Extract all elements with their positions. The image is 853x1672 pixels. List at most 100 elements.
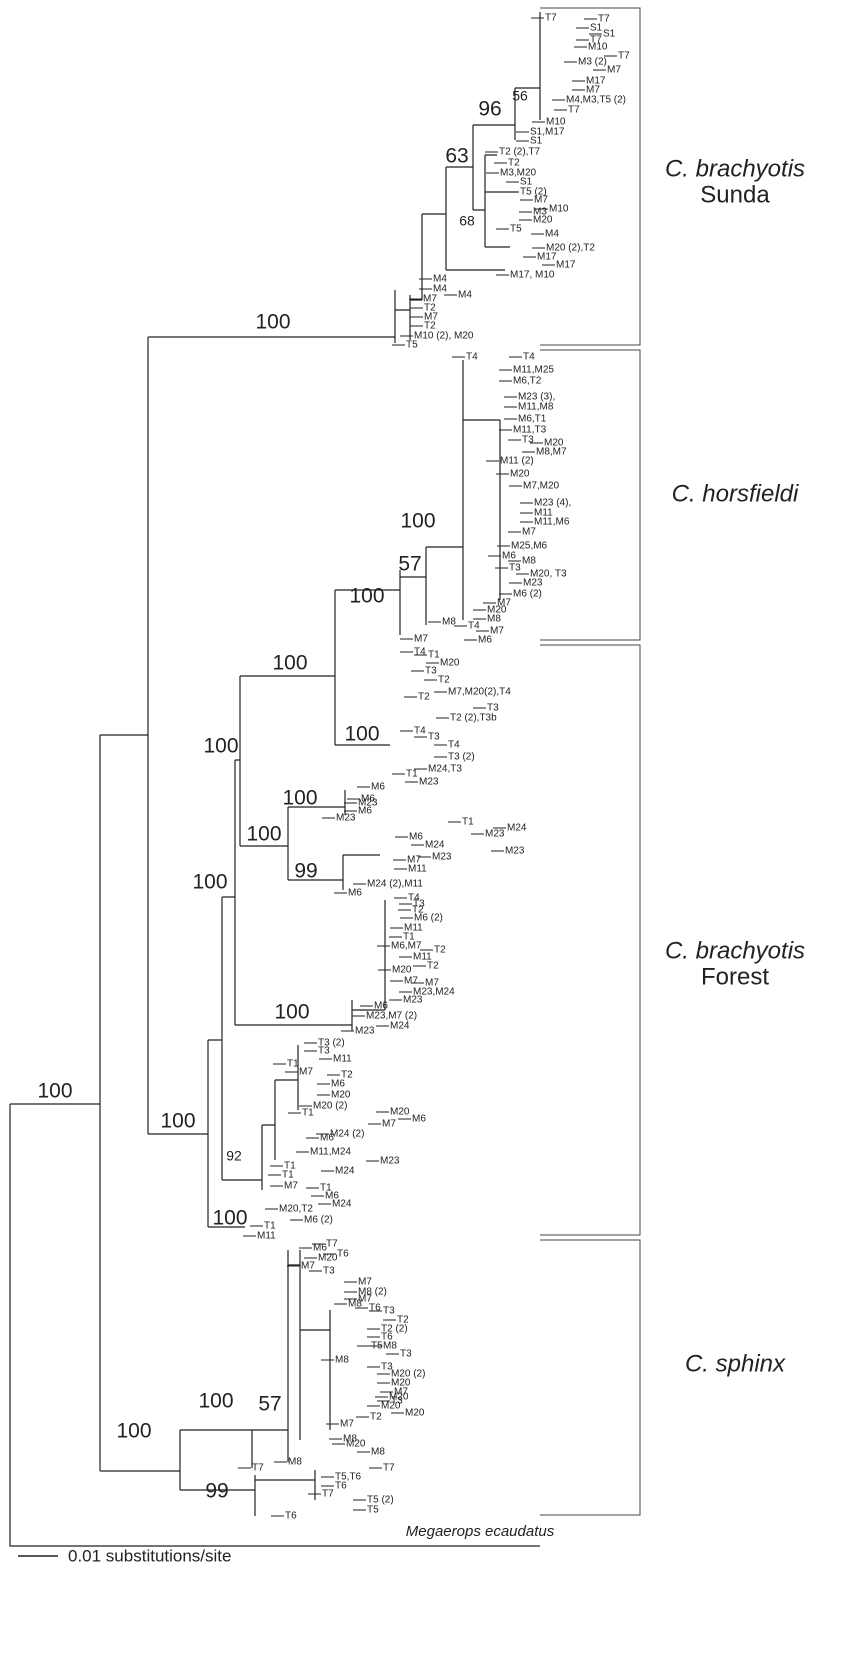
- tip-label: M7: [414, 634, 428, 645]
- tip-label: M6: [320, 1133, 334, 1144]
- tip-label: T2: [418, 692, 430, 703]
- tip-label: T1: [320, 1183, 332, 1194]
- tip-label: M7: [423, 294, 437, 305]
- tip-label: T4: [414, 647, 426, 658]
- tip-label: M7: [490, 626, 504, 637]
- tip-label: M8: [348, 1299, 362, 1310]
- tip-label: T3: [323, 1266, 335, 1277]
- tip-label: M6: [371, 782, 385, 793]
- tip-label: M7: [497, 598, 511, 609]
- tip-label: T4: [466, 352, 478, 363]
- tip-label: M20 (2): [313, 1101, 347, 1112]
- tip-label: T4: [448, 740, 460, 751]
- tip-label: M17: [556, 260, 576, 271]
- tip-label: M7: [394, 1387, 408, 1398]
- tip-label: M24 (2): [330, 1129, 364, 1140]
- tip-label: T5: [367, 1505, 379, 1516]
- tip-label: T1: [264, 1221, 276, 1232]
- tip-label: M3 (2): [578, 57, 607, 68]
- tip-label: M7,M20: [523, 481, 560, 492]
- tip-label: T7: [545, 13, 557, 24]
- tip-label: M4: [433, 284, 447, 295]
- tip-label: M24: [332, 1199, 352, 1210]
- tip-label: T6: [335, 1481, 347, 1492]
- tip-label: T7: [383, 1463, 395, 1474]
- tip-label: M6: [502, 551, 516, 562]
- tip-label: M23: [336, 813, 356, 824]
- tip-label: T3: [400, 1349, 412, 1360]
- tip-label: M6,M7: [391, 941, 422, 952]
- tip-label: T7: [618, 51, 630, 62]
- bootstrap-value: 99: [294, 860, 317, 883]
- tip-label: M4: [545, 229, 559, 240]
- tip-label: T3: [428, 732, 440, 743]
- tip-label: M20: [390, 1107, 410, 1118]
- tip-label: M20 (2): [391, 1369, 425, 1380]
- tip-label: T3: [381, 1362, 393, 1373]
- tip-label: M6: [478, 635, 492, 646]
- bootstrap-value: 100: [272, 652, 307, 675]
- tip-label: T6: [381, 1332, 393, 1343]
- tip-label: M6: [374, 1001, 388, 1012]
- tip-label: T1: [282, 1170, 294, 1181]
- scale-label: 0.01 substitutions/site: [68, 1546, 231, 1565]
- tip-label: T1: [287, 1059, 299, 1070]
- tip-label: M10: [546, 117, 566, 128]
- tip-label: T2 (2): [381, 1324, 408, 1335]
- bootstrap-value: 100: [37, 1080, 72, 1103]
- tip-label: M6 (2): [414, 913, 443, 924]
- tip-label: M6 (2): [513, 589, 542, 600]
- tip-label: M7: [586, 85, 600, 96]
- tip-label: M20: [381, 1401, 401, 1412]
- tip-label: M20,T2: [279, 1204, 313, 1215]
- tip-label: M23: [505, 846, 525, 857]
- tip-label: M7: [382, 1119, 396, 1130]
- tip-label: M20: [405, 1408, 425, 1419]
- clade-sub: Forest: [701, 963, 769, 990]
- tip-label: T2: [434, 945, 446, 956]
- bootstrap-value: 100: [198, 1390, 233, 1413]
- tip-label: M20: [331, 1090, 351, 1101]
- tip-label: T2: [370, 1412, 382, 1423]
- tip-label: T2: [427, 961, 439, 972]
- tip-label: M8: [371, 1447, 385, 1458]
- tip-label: M17, M10: [510, 270, 555, 281]
- tip-label: T2: [341, 1070, 353, 1081]
- tip-label: T1: [406, 769, 418, 780]
- tip-label: T2 (2),T7: [499, 147, 541, 158]
- bootstrap-value: 100: [349, 585, 384, 608]
- tip-label: M11: [534, 508, 553, 519]
- tip-label: M20: [346, 1439, 366, 1450]
- bootstrap-value: 68: [459, 213, 475, 229]
- tip-label: M8: [343, 1434, 357, 1445]
- tip-label: M23,M7 (2): [366, 1011, 417, 1022]
- tip-label: T2: [397, 1315, 409, 1326]
- bracket: [540, 7, 641, 346]
- bootstrap-value: 96: [478, 98, 501, 121]
- tip-label: T6: [369, 1303, 381, 1314]
- tip-label: M20: [510, 469, 530, 480]
- tip-label: M7: [424, 312, 438, 323]
- bracket: [540, 644, 641, 1236]
- bootstrap-value: 100: [203, 735, 238, 758]
- tip-label: M24: [390, 1021, 410, 1032]
- tip-label: M6,T2: [513, 376, 542, 387]
- bootstrap-value: 92: [226, 1148, 242, 1164]
- tip-label: M20, T3: [530, 569, 567, 580]
- tip-label: M20: [440, 658, 460, 669]
- tip-label: M7: [299, 1067, 313, 1078]
- tip-label: T1: [284, 1161, 296, 1172]
- tip-label: M24: [335, 1166, 355, 1177]
- tip-label: M8 (2): [358, 1287, 387, 1298]
- tip-label: M24 (2),M11: [367, 879, 423, 890]
- tip-label: M20: [533, 215, 553, 226]
- clade-brackets: [540, 7, 641, 1516]
- tip-label: M24: [507, 823, 527, 834]
- tip-label: M11: [257, 1231, 276, 1242]
- tip-label: T7: [326, 1239, 338, 1250]
- tip-label: T2: [424, 321, 436, 332]
- tip-label: M8: [442, 617, 456, 628]
- tip-label: M11: [333, 1054, 352, 1065]
- tip-label: M8: [335, 1355, 349, 1366]
